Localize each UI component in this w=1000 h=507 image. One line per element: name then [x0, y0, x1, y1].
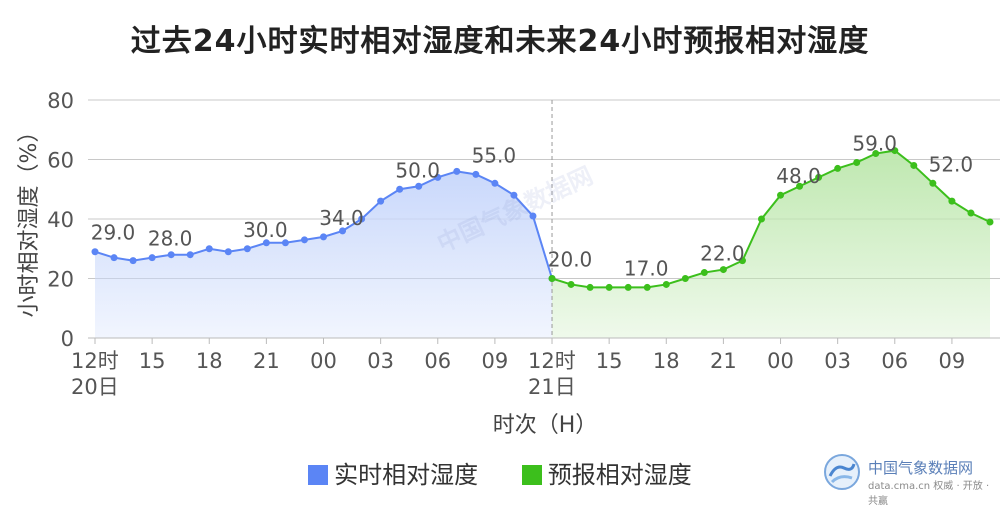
x-tick-label: 03	[367, 349, 394, 373]
data-point	[948, 197, 956, 205]
x-tick-label: 12时	[528, 349, 576, 373]
data-label: 52.0	[929, 152, 974, 176]
x-axis-label: 时次（H）	[493, 413, 598, 438]
legend-label-forecast: 预报相对湿度	[547, 461, 692, 489]
series-area	[95, 171, 553, 338]
data-point	[472, 170, 480, 178]
data-point	[300, 236, 308, 244]
data-point	[910, 161, 918, 169]
data-point	[853, 158, 861, 166]
x-tick-label: 18	[653, 349, 680, 373]
data-label: 29.0	[91, 221, 136, 245]
data-point	[929, 179, 937, 187]
x-tick-label: 09	[939, 349, 966, 373]
data-label: 55.0	[472, 143, 517, 167]
data-point	[757, 215, 765, 223]
data-point	[262, 239, 270, 247]
y-axis-label: 小时相对湿度（%）	[17, 121, 42, 318]
data-point	[377, 197, 385, 205]
data-point	[643, 283, 651, 291]
x-tick-sublabel: 20日	[71, 375, 119, 399]
watermark-url: data.cma.cn 权威 · 开放 · 共赢	[868, 481, 990, 507]
data-point	[681, 275, 689, 282]
data-point	[529, 212, 537, 220]
data-point	[796, 182, 804, 190]
series-area	[552, 150, 990, 338]
data-point	[224, 248, 232, 256]
data-label: 34.0	[319, 206, 364, 230]
data-label: 48.0	[776, 164, 821, 188]
x-tick-label: 18	[196, 349, 223, 373]
watermark-name: 中国气象数据网	[868, 459, 974, 477]
data-point	[834, 164, 842, 172]
y-tick-label: 80	[47, 89, 74, 113]
x-tick-label: 15	[596, 349, 623, 373]
data-point	[986, 218, 994, 226]
data-label: 28.0	[148, 227, 193, 251]
x-tick-label: 00	[310, 349, 337, 373]
data-point	[777, 191, 785, 199]
data-point	[700, 269, 708, 277]
data-point	[891, 147, 899, 155]
x-tick-label: 21	[253, 349, 280, 373]
data-point	[567, 280, 575, 288]
data-point	[243, 245, 251, 253]
data-point	[491, 179, 499, 187]
data-point	[148, 254, 156, 262]
x-tick-label: 21	[710, 349, 737, 373]
data-point	[205, 245, 213, 253]
legend-item-forecast[interactable]: 预报相对湿度	[521, 455, 692, 490]
data-point	[91, 248, 99, 256]
data-point	[415, 182, 423, 190]
x-tick-label: 15	[139, 349, 166, 373]
legend-swatch-forecast	[521, 465, 542, 485]
data-point	[872, 150, 880, 158]
data-point	[339, 227, 347, 235]
legend: 实时相对湿度 预报相对湿度	[0, 455, 1000, 490]
x-tick-label: 00	[767, 349, 794, 373]
data-point	[510, 191, 518, 199]
data-label: 22.0	[700, 242, 745, 266]
data-label: 50.0	[395, 158, 440, 182]
y-tick-label: 60	[47, 149, 74, 173]
data-point	[738, 257, 746, 265]
data-label: 20.0	[548, 248, 593, 272]
data-point	[129, 257, 137, 265]
x-tick-label: 03	[824, 349, 851, 373]
data-point	[453, 167, 461, 175]
data-point	[186, 251, 194, 259]
data-point	[358, 215, 366, 223]
data-point	[967, 209, 975, 217]
legend-swatch-observed	[308, 465, 329, 485]
y-tick-label: 0	[61, 327, 74, 351]
data-point	[320, 233, 328, 241]
data-point	[815, 173, 823, 181]
data-point	[548, 275, 556, 282]
data-point	[434, 173, 442, 181]
data-point	[167, 251, 175, 259]
data-point	[624, 283, 632, 291]
data-point	[396, 185, 404, 193]
legend-item-observed[interactable]: 实时相对湿度	[308, 455, 478, 490]
data-label: 30.0	[243, 218, 288, 242]
data-label: 17.0	[624, 256, 669, 280]
data-label: 59.0	[852, 131, 897, 155]
data-point	[662, 280, 670, 288]
chart-title: 过去24小时实时相对湿度和未来24小时预报相对湿度	[130, 24, 870, 59]
y-tick-label: 40	[47, 208, 74, 232]
data-point	[605, 283, 613, 291]
x-tick-label: 06	[881, 349, 908, 373]
data-point	[586, 283, 594, 291]
data-point	[719, 266, 727, 274]
y-tick-label: 20	[47, 268, 74, 292]
legend-label-observed: 实时相对湿度	[334, 461, 479, 489]
x-tick-sublabel: 21日	[528, 375, 576, 399]
data-point	[281, 239, 289, 247]
x-tick-label: 09	[482, 349, 509, 373]
x-tick-label: 06	[424, 349, 451, 373]
data-point	[110, 254, 118, 262]
x-tick-label: 12时	[71, 349, 119, 373]
cma-logo-icon	[824, 454, 860, 490]
